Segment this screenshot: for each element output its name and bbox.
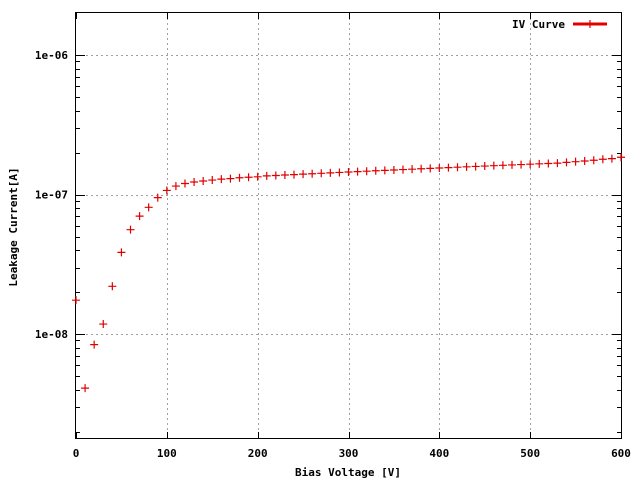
data-point bbox=[598, 155, 607, 164]
data-point bbox=[344, 168, 353, 177]
data-point bbox=[371, 166, 380, 175]
data-point bbox=[144, 203, 153, 212]
data-point bbox=[199, 177, 208, 186]
data-point bbox=[417, 164, 426, 173]
plot-frame bbox=[75, 12, 622, 439]
data-point bbox=[117, 248, 126, 257]
axis-ticks bbox=[76, 13, 622, 438]
data-point bbox=[471, 162, 480, 171]
data-point bbox=[517, 160, 526, 169]
data-point bbox=[126, 225, 135, 234]
data-point bbox=[190, 177, 199, 186]
data-point bbox=[389, 165, 398, 174]
data-point bbox=[217, 175, 226, 184]
data-point bbox=[299, 170, 308, 179]
legend: IV Curve bbox=[512, 18, 607, 31]
data-point bbox=[208, 176, 217, 185]
x-tick-label: 100 bbox=[157, 447, 177, 460]
grid bbox=[76, 13, 621, 438]
data-point bbox=[353, 167, 362, 176]
data-point bbox=[435, 163, 444, 172]
data-point bbox=[271, 171, 280, 180]
y-tick-label: 1e-06 bbox=[35, 49, 68, 62]
data-point bbox=[181, 179, 189, 188]
data-point bbox=[589, 156, 598, 165]
data-point bbox=[453, 163, 462, 172]
data-point bbox=[108, 282, 117, 291]
data-point bbox=[153, 193, 162, 202]
data-point bbox=[244, 173, 253, 182]
data-point bbox=[362, 167, 371, 176]
data-point bbox=[562, 158, 571, 167]
data-point bbox=[444, 163, 453, 172]
x-tick-label: 0 bbox=[73, 447, 80, 460]
data-point bbox=[617, 153, 625, 162]
x-axis-title: Bias Voltage [V] bbox=[295, 466, 401, 479]
x-tick-labels: 0 100 200 300 400 500 600 bbox=[73, 447, 631, 460]
data-point bbox=[508, 160, 516, 169]
data-point bbox=[326, 168, 335, 177]
data-point bbox=[253, 172, 262, 181]
data-point bbox=[226, 174, 235, 183]
data-point bbox=[607, 154, 616, 163]
data-point bbox=[262, 171, 271, 180]
legend-marker bbox=[586, 20, 594, 28]
data-point bbox=[535, 159, 544, 168]
data-point bbox=[462, 162, 471, 171]
data-point bbox=[235, 173, 244, 182]
data-point bbox=[308, 169, 317, 178]
y-axis-title: Leakage Current[A] bbox=[7, 167, 20, 286]
data-point bbox=[171, 182, 180, 191]
data-point bbox=[399, 165, 407, 174]
x-tick-label: 300 bbox=[339, 447, 359, 460]
data-point bbox=[90, 340, 99, 349]
data-point bbox=[526, 160, 535, 169]
data-point bbox=[99, 320, 108, 329]
y-tick-labels: 1e-08 1e-07 1e-06 bbox=[35, 49, 68, 341]
data-point bbox=[408, 165, 417, 174]
x-tick-label: 600 bbox=[611, 447, 631, 460]
data-point bbox=[280, 171, 289, 180]
x-tick-label: 500 bbox=[520, 447, 540, 460]
y-tick-label: 1e-08 bbox=[35, 328, 68, 341]
data-point bbox=[553, 159, 562, 168]
y-tick-label: 1e-07 bbox=[35, 189, 68, 202]
data-point bbox=[489, 161, 498, 170]
legend-label: IV Curve bbox=[512, 18, 565, 31]
x-tick-label: 200 bbox=[248, 447, 268, 460]
data-point bbox=[580, 156, 589, 165]
data-point bbox=[335, 168, 344, 177]
data-point bbox=[380, 166, 389, 175]
data-point bbox=[544, 159, 553, 168]
data-point bbox=[72, 296, 80, 305]
data-point bbox=[571, 157, 580, 166]
data-point bbox=[426, 164, 435, 173]
data-point bbox=[81, 384, 90, 393]
data-series bbox=[72, 153, 625, 393]
data-point bbox=[290, 170, 298, 179]
data-point bbox=[317, 169, 326, 178]
x-tick-label: 400 bbox=[429, 447, 449, 460]
data-point bbox=[135, 212, 144, 221]
data-point bbox=[480, 162, 489, 171]
data-point bbox=[498, 161, 507, 170]
data-point bbox=[162, 186, 171, 195]
